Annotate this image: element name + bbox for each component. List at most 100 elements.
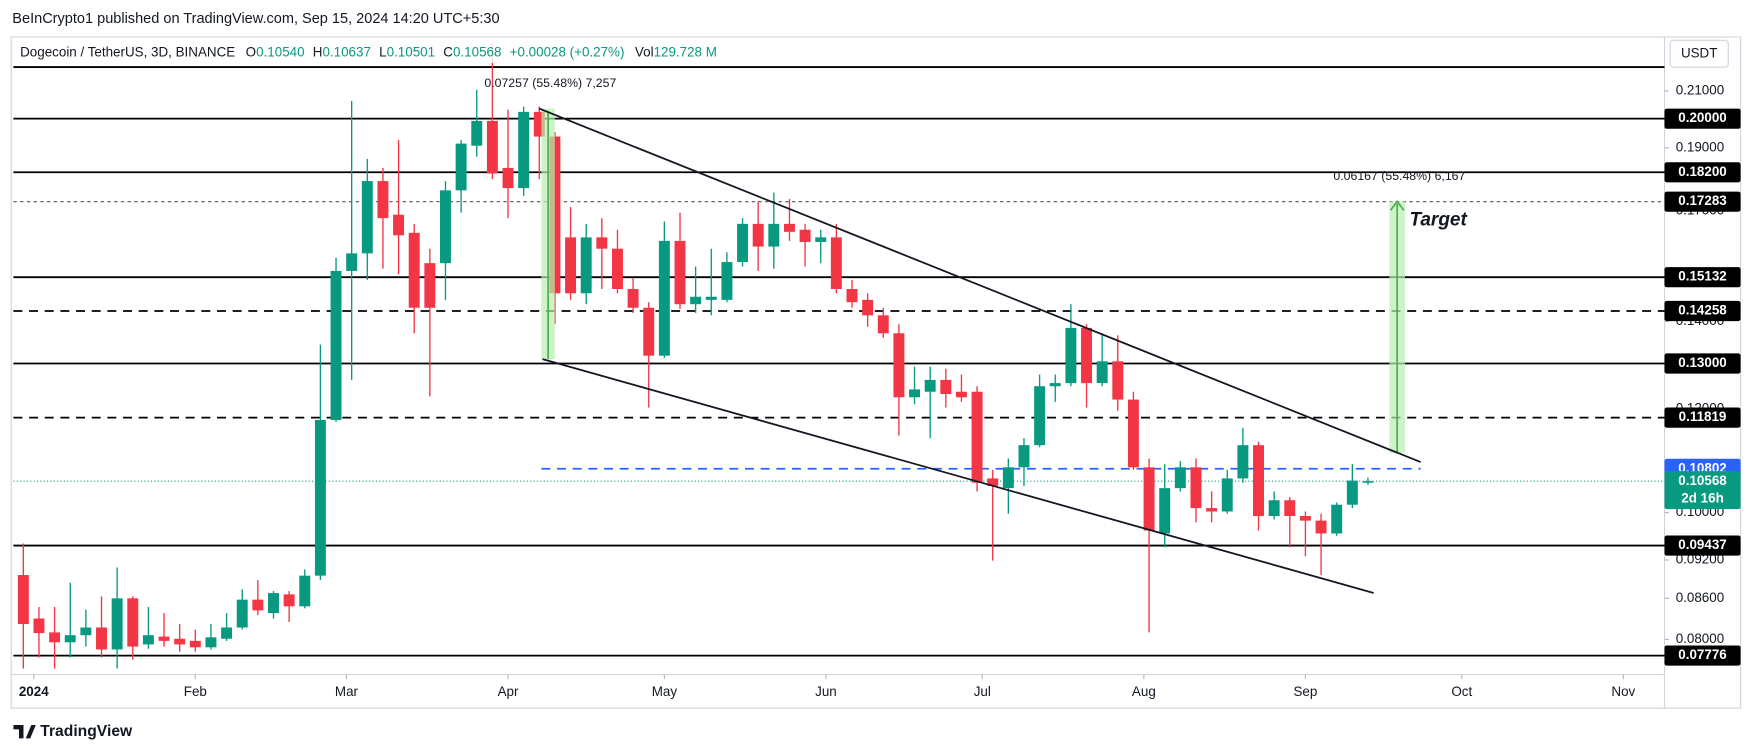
candle-body — [658, 240, 670, 356]
last-price-box — [1664, 471, 1741, 510]
candle-body — [393, 214, 405, 236]
candle-body — [533, 111, 545, 137]
candle-body — [299, 575, 311, 607]
candle-body — [252, 599, 264, 611]
logo-icon — [13, 724, 36, 739]
countdown: 2d 16h — [1681, 491, 1723, 506]
price-label-box — [1664, 407, 1741, 428]
candle-body — [1221, 478, 1233, 512]
candle-body — [518, 111, 530, 189]
price-label-box — [1664, 645, 1741, 666]
candle-body — [221, 627, 233, 639]
candle-body — [1190, 467, 1202, 509]
publish-info: BeInCrypto1 published on TradingView.com… — [12, 11, 499, 27]
candle-body — [690, 296, 702, 305]
l-value: 0.10501 — [387, 44, 435, 59]
price-label-box — [1664, 162, 1741, 183]
brand-logo: TradingView — [13, 723, 133, 740]
y-tick-label: 0.19000 — [1676, 139, 1724, 154]
candle-body — [627, 289, 639, 308]
measure-label: 0.06167 (55.48%) 6,167 — [1333, 169, 1465, 183]
candle-body — [596, 237, 608, 249]
price-label-box — [1664, 353, 1741, 374]
x-tick-label: Aug — [1132, 684, 1156, 699]
candle-body — [80, 627, 92, 636]
candle-body — [1143, 467, 1155, 531]
candle-body — [674, 240, 686, 305]
candle-body — [1206, 508, 1218, 512]
candle-body — [1096, 361, 1108, 384]
candle-body — [174, 638, 186, 645]
candle-body — [127, 598, 139, 647]
candle-body — [752, 223, 764, 247]
candle-body — [1002, 467, 1014, 489]
candle-body — [1299, 516, 1311, 521]
h-value: 0.10637 — [322, 44, 370, 59]
plot-area: 0.210000.190000.170000.140000.120000.100… — [13, 42, 1741, 699]
legend-bg — [15, 42, 777, 63]
arrow-head — [1389, 200, 1405, 211]
measure-label: 0.07257 (55.48%) 7,257 — [484, 76, 616, 90]
chart-frame — [10, 36, 1742, 709]
candle-body — [1284, 500, 1296, 517]
price-label-box — [1664, 300, 1741, 322]
candle-body — [1346, 480, 1358, 505]
candle-body — [799, 229, 811, 242]
candle-body — [877, 315, 889, 334]
candle-body — [440, 190, 451, 264]
x-tick-label: Jun — [815, 684, 837, 699]
candle-body — [1159, 488, 1171, 534]
h-label: H — [313, 44, 323, 59]
candle-body — [971, 391, 983, 483]
x-tick-label: Sep — [1293, 684, 1317, 699]
candle-body — [1034, 386, 1046, 446]
x-tick-label: 2024 — [19, 684, 49, 699]
candle-body — [471, 120, 483, 146]
candle-body — [721, 262, 733, 300]
candle-body — [893, 333, 905, 398]
candle-body — [909, 389, 921, 398]
x-tick-label: Feb — [184, 684, 207, 699]
candle-body — [1362, 481, 1374, 483]
candle-body — [346, 253, 358, 271]
price-label: 0.15132 — [1678, 269, 1726, 284]
currency-button[interactable] — [1669, 39, 1729, 68]
candle-body — [283, 594, 295, 607]
price-label: 0.11819 — [1679, 409, 1727, 424]
candle-body — [737, 223, 749, 263]
c-label: C — [443, 44, 453, 59]
candle-body — [565, 237, 577, 294]
candle-body — [846, 289, 858, 303]
candle-body — [549, 136, 561, 294]
candle-body — [924, 379, 936, 392]
candle-body — [486, 120, 498, 174]
candle-body — [502, 167, 514, 189]
candle-body — [1018, 445, 1030, 468]
candle-body — [1174, 467, 1186, 489]
candle-body — [314, 419, 326, 576]
o-value: 0.10540 — [256, 44, 304, 59]
brand-name: TradingView — [40, 723, 133, 740]
candle-body — [455, 143, 467, 191]
currency: USDT — [1681, 45, 1718, 60]
price-label: 0.20000 — [1678, 110, 1726, 125]
channel-lower — [542, 358, 1374, 594]
price-label-box — [1664, 535, 1741, 556]
candle-body — [408, 232, 420, 308]
price-label: 0.14258 — [1678, 303, 1727, 318]
c-value: 0.10568 — [453, 44, 501, 59]
price-label-box — [1664, 267, 1741, 288]
o-label: O — [246, 44, 256, 59]
y-tick-label: 0.21000 — [1676, 82, 1724, 97]
candle-body — [111, 598, 123, 650]
x-tick-label: Mar — [335, 684, 359, 699]
price-label-box — [1664, 191, 1741, 212]
x-tick-label: May — [652, 684, 678, 699]
candle-body — [580, 237, 592, 294]
candle-body — [1268, 500, 1280, 517]
candle-body — [1065, 327, 1077, 384]
candle-body — [17, 575, 29, 625]
change: +0.00028 (+0.27%) — [510, 44, 625, 59]
x-tick-label: Apr — [498, 684, 519, 699]
